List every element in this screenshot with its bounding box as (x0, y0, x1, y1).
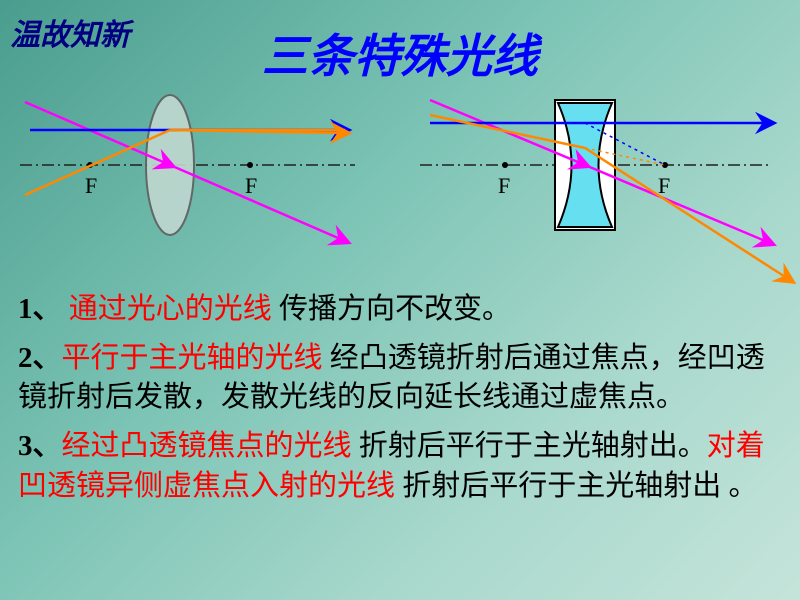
diagram-area: F F F F (0, 75, 800, 275)
focal-label-right-2: F (658, 173, 670, 198)
optics-diagram: F F F F (0, 75, 800, 295)
rule-1-part-1: 传播方向不改变。 (272, 293, 511, 325)
rule-1: 1、 通过光心的光线 传播方向不改变。 (18, 290, 782, 329)
header-label: 温故知新 (10, 10, 130, 54)
right-concave-lens-diagram: F F (420, 100, 790, 280)
focal-label-right-1: F (498, 173, 510, 198)
focal-label-left-1: F (85, 173, 97, 198)
rule-2-part-0: 平行于主光轴的光线 (62, 342, 323, 374)
rule-num-1: 1、 (18, 293, 62, 325)
left-convex-lens-diagram: F F (20, 95, 355, 241)
rules-text-area: 1、 通过光心的光线 传播方向不改变。 2、平行于主光轴的光线 经凸透镜折射后通… (18, 290, 782, 516)
rule-2: 2、平行于主光轴的光线 经凸透镜折射后通过焦点，经凹透镜折射后发散，发散光线的反… (18, 339, 782, 417)
rule-3: 3、经过凸透镜焦点的光线 折射后平行于主光轴射出。对着凹透镜异侧虚焦点入射的光线… (18, 427, 782, 505)
rule-num-2: 2、 (18, 342, 62, 374)
rule-3-part-0: 经过凸透镜焦点的光线 (62, 430, 352, 462)
rule-1-part-0: 通过光心的光线 (69, 293, 272, 325)
rule-num-3: 3、 (18, 430, 62, 462)
rule-3-part-1: 折射后平行于主光轴射出。 (352, 430, 707, 462)
focal-label-left-2: F (245, 173, 257, 198)
rule-3-part-3: 折射后平行于主光轴射出 。 (395, 470, 758, 502)
